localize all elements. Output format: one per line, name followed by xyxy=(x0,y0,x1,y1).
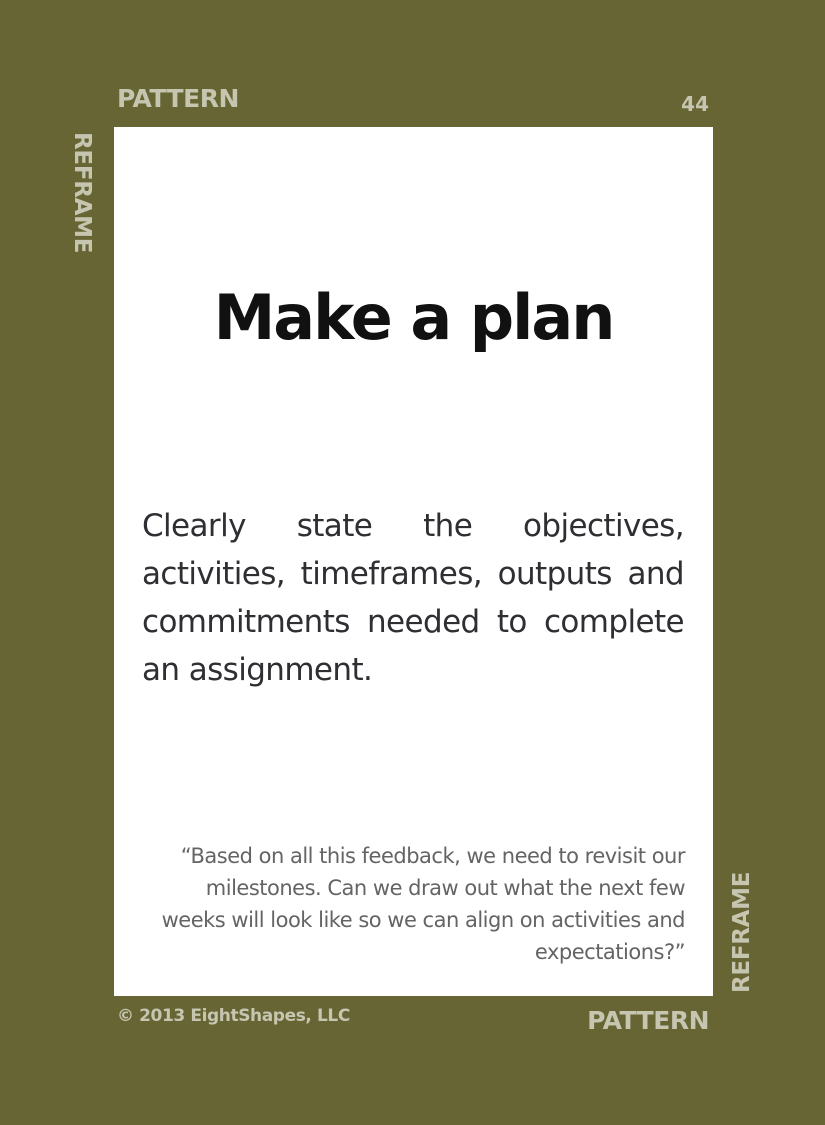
category-label-top: PATTERN xyxy=(117,84,239,113)
card-definition: Clearly state the objectives, activities… xyxy=(142,508,685,688)
side-tag-right: REFRAME xyxy=(729,871,755,993)
card-number: 44 xyxy=(681,92,709,116)
copyright-notice: © 2013 EightShapes, LLC xyxy=(117,1006,350,1026)
card-quote: “Based on all this feedback, we need to … xyxy=(161,844,686,964)
side-tag-left: REFRAME xyxy=(69,132,95,254)
category-label-bottom: PATTERN xyxy=(587,1006,709,1035)
content-panel: Make a plan Clearly state the objectives… xyxy=(114,127,713,996)
card-title: Make a plan xyxy=(213,281,616,354)
